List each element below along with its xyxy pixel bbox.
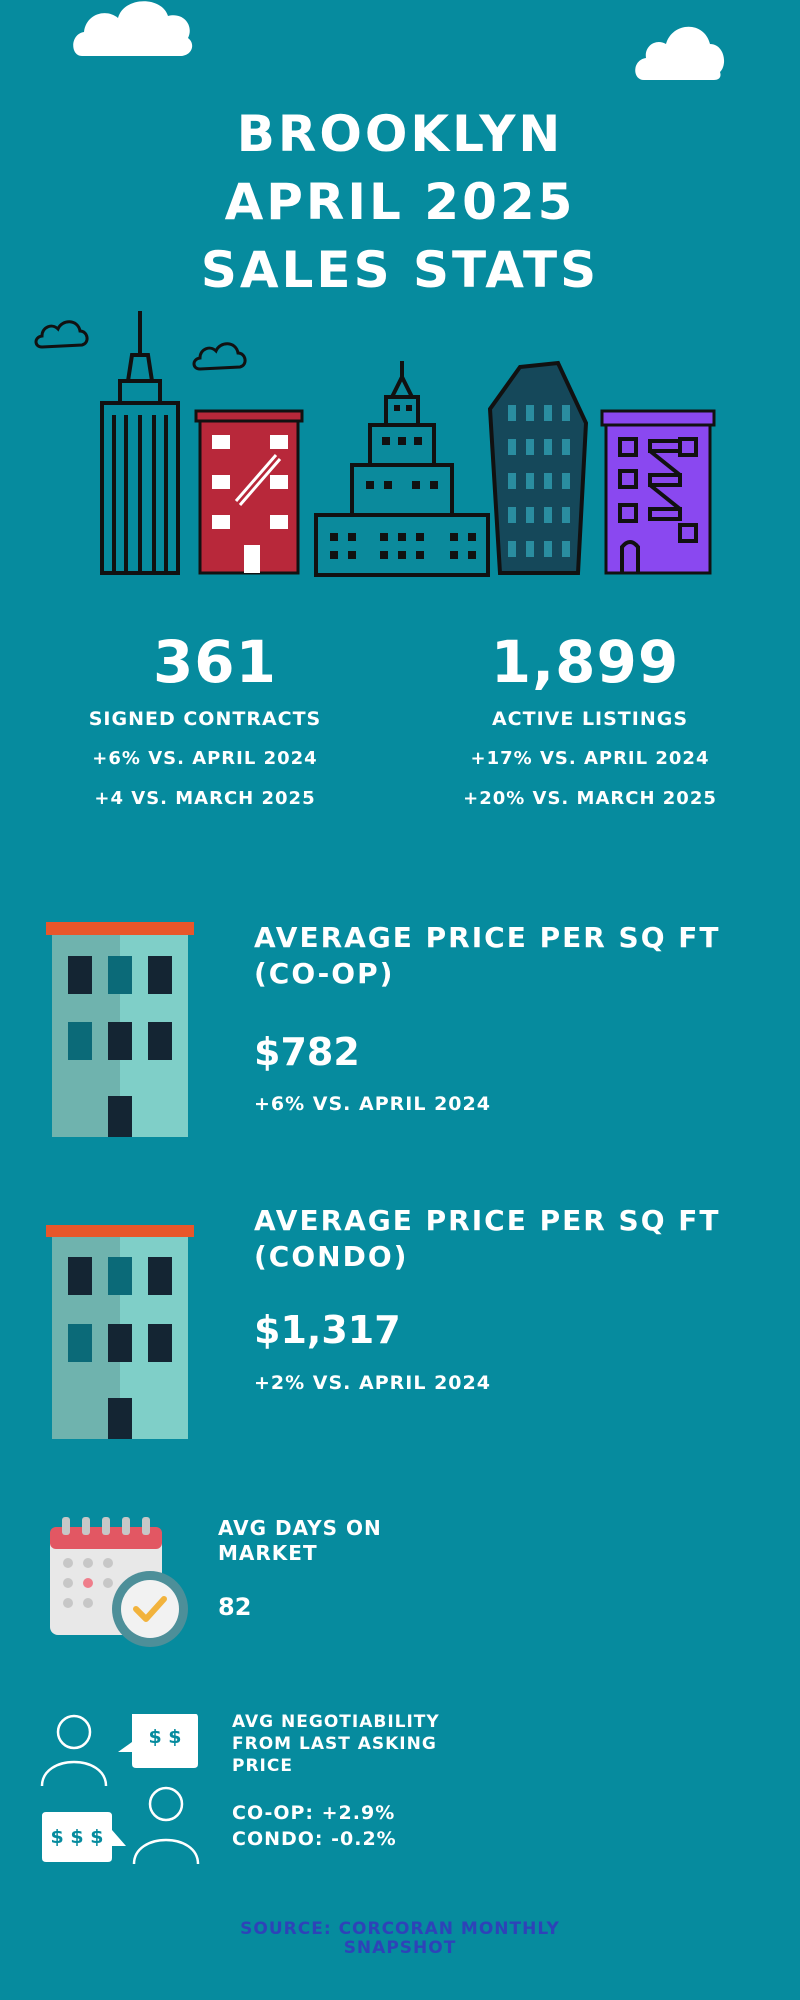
source-note: SOURCE: CORCORAN MONTHLY SNAPSHOT	[200, 1920, 600, 1958]
coop-title-line: AVERAGE PRICE PER SQ FT	[254, 921, 721, 954]
signed-contracts-label: SIGNED CONTRACTS	[88, 708, 322, 730]
condo-title-line: AVERAGE PRICE PER SQ FT	[254, 1204, 721, 1237]
source-line: SOURCE: CORCORAN MONTHLY	[240, 1919, 560, 1939]
signed-contracts-value: 361	[152, 628, 278, 696]
cloud-outline-icon	[34, 320, 89, 349]
cloud-outline-icon	[192, 342, 247, 371]
condo-price-title: AVERAGE PRICE PER SQ FT (CONDO)	[254, 1203, 774, 1275]
days-on-market-value: 82	[218, 1593, 252, 1621]
negotiability-condo: CONDO: -0.2%	[232, 1828, 397, 1850]
active-listings-label: ACTIVE LISTINGS	[491, 708, 689, 730]
negotiability-title-line: PRICE	[232, 1756, 293, 1776]
negotiability-values: CO-OP: +2.9% CONDO: -0.2%	[232, 1800, 397, 1852]
bubble-dollar-text: $ $ $	[50, 1826, 104, 1848]
coop-price-change: +6% VS. APRIL 2024	[254, 1093, 491, 1115]
condo-price-value: $1,317	[254, 1308, 401, 1352]
negotiability-coop: CO-OP: +2.9%	[232, 1802, 396, 1824]
apartment-building-icon	[46, 1225, 194, 1439]
negotiability-title-line: AVG NEGOTIABILITY	[232, 1712, 440, 1732]
title-line: APRIL 2025	[224, 173, 576, 231]
signed-contracts-change-mom: +4 VS. MARCH 2025	[94, 788, 316, 809]
active-listings-change-yoy: +17% VS. APRIL 2024	[470, 748, 710, 769]
signed-contracts-change-yoy: +6% VS. APRIL 2024	[92, 748, 318, 769]
negotiation-people-icon	[40, 1714, 200, 1865]
skyline-illustration	[34, 311, 716, 577]
coop-price-value: $782	[254, 1030, 360, 1074]
coop-title-line: (CO-OP)	[254, 957, 395, 990]
active-listings-change-mom: +20% VS. MARCH 2025	[463, 788, 717, 809]
negotiability-title: AVG NEGOTIABILITY FROM LAST ASKING PRICE	[232, 1711, 440, 1777]
days-on-market-title: AVG DAYS ON MARKET	[218, 1516, 382, 1566]
negotiability-title-line: FROM LAST ASKING	[232, 1734, 437, 1754]
calendar-clock-icon	[50, 1517, 188, 1647]
apartment-building-icon	[46, 922, 194, 1137]
title-line: SALES STATS	[200, 241, 600, 299]
title-line: BROOKLYN	[236, 105, 564, 163]
bubble-dollar-text: $ $	[148, 1726, 182, 1748]
source-line: SNAPSHOT	[343, 1938, 457, 1958]
page-title: BROOKLYN APRIL 2025 SALES STATS	[0, 100, 800, 304]
cloud-icon	[73, 1, 193, 56]
condo-price-change: +2% VS. APRIL 2024	[254, 1372, 491, 1394]
coop-price-title: AVERAGE PRICE PER SQ FT (CO-OP)	[254, 920, 774, 992]
cloud-icon	[635, 26, 725, 80]
active-listings-value: 1,899	[490, 628, 680, 696]
condo-title-line: (CONDO)	[254, 1240, 409, 1273]
days-title-line: AVG DAYS ON	[218, 1516, 382, 1540]
days-title-line: MARKET	[218, 1541, 318, 1565]
